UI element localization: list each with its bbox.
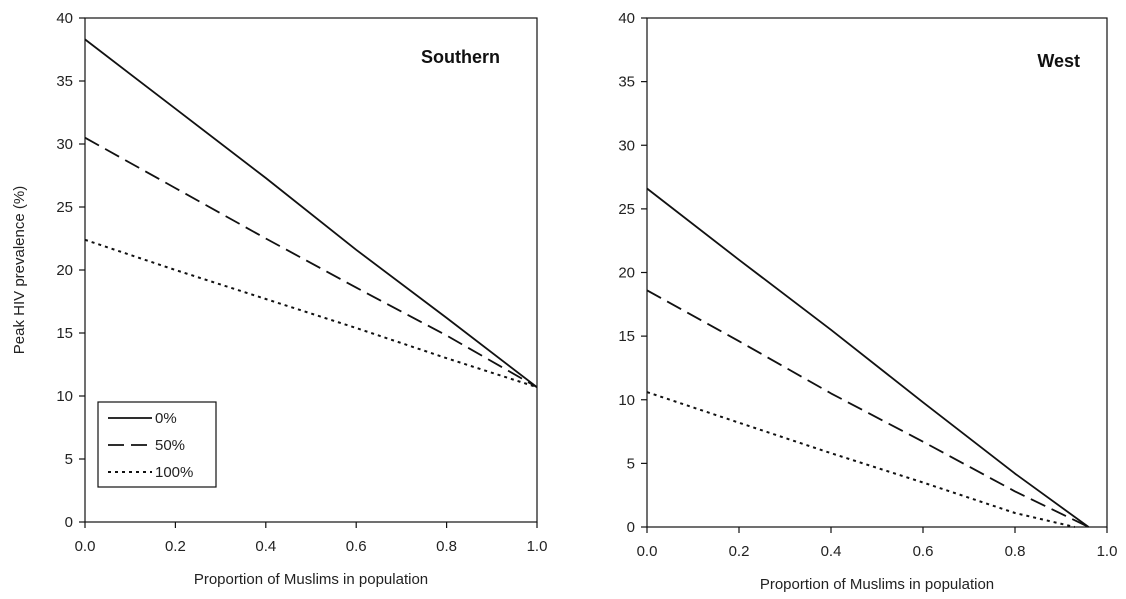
x-axis-title: Proportion of Muslims in population (760, 576, 994, 593)
y-tick-label: 30 (56, 136, 73, 153)
series-line-50pct (646, 289, 1089, 528)
x-tick-label: 1.0 (1097, 543, 1118, 560)
y-tick-label: 35 (56, 73, 73, 90)
panel-title: West (1037, 51, 1080, 71)
x-tick-label: 0.4 (255, 538, 276, 555)
y-axis-title: Peak HIV prevalence (%) (11, 186, 28, 354)
y-tick-label: 0 (627, 519, 635, 536)
y-tick-label: 25 (618, 201, 635, 218)
y-tick-label: 40 (56, 10, 73, 27)
chart-panel-1: 0 5 10 15 20 25 30 35 40 0.0 0.2 0.4 0.6 0.8 1.0 Southe… (11, 10, 547, 588)
y-tick-label: 10 (56, 388, 73, 405)
y-tick-label: 30 (618, 137, 635, 154)
chart-panel-2: 0 5 10 15 20 25 30 35 40 0.0 0.2 0.4 0.6 0.8 1.0 West Pr… (618, 10, 1117, 593)
y-tick-label: 35 (618, 74, 635, 91)
y-tick-label: 25 (56, 199, 73, 216)
y-tick-label: 20 (618, 265, 635, 282)
legend: 0% 50% 100% (97, 401, 217, 488)
series-line-0pct (84, 38, 538, 388)
x-tick-label: 0.4 (821, 543, 842, 560)
panel-title: Southern (421, 47, 500, 67)
x-axis-title: Proportion of Muslims in population (194, 571, 428, 588)
x-tick-label: 1.0 (527, 538, 548, 555)
x-tick-label: 0.0 (637, 543, 658, 560)
y-tick-label: 40 (618, 10, 635, 27)
y-tick-label: 5 (627, 455, 635, 472)
y-tick-label: 0 (65, 514, 73, 531)
x-tick-label: 0.6 (913, 543, 934, 560)
plot-frame (646, 17, 1108, 528)
y-tick-label: 20 (56, 262, 73, 279)
y-tick-label: 15 (618, 328, 635, 345)
series-line-100pct (84, 238, 538, 389)
x-tick-label: 0.2 (165, 538, 186, 555)
y-tick-label: 15 (56, 325, 73, 342)
series-line-50pct (84, 136, 538, 388)
y-tick-label: 5 (65, 451, 73, 468)
x-tick-label: 0.6 (346, 538, 367, 555)
series-line-0pct (646, 187, 1090, 528)
legend-label: 100% (155, 464, 193, 481)
legend-label: 0% (155, 410, 177, 427)
y-tick-label: 10 (618, 392, 635, 409)
x-tick-label: 0.2 (729, 543, 750, 560)
x-tick-label: 0.8 (1005, 543, 1026, 560)
x-tick-label: 0.8 (436, 538, 457, 555)
legend-label: 50% (155, 437, 185, 454)
series-line-100pct (646, 391, 1076, 528)
x-tick-label: 0.0 (75, 538, 96, 555)
